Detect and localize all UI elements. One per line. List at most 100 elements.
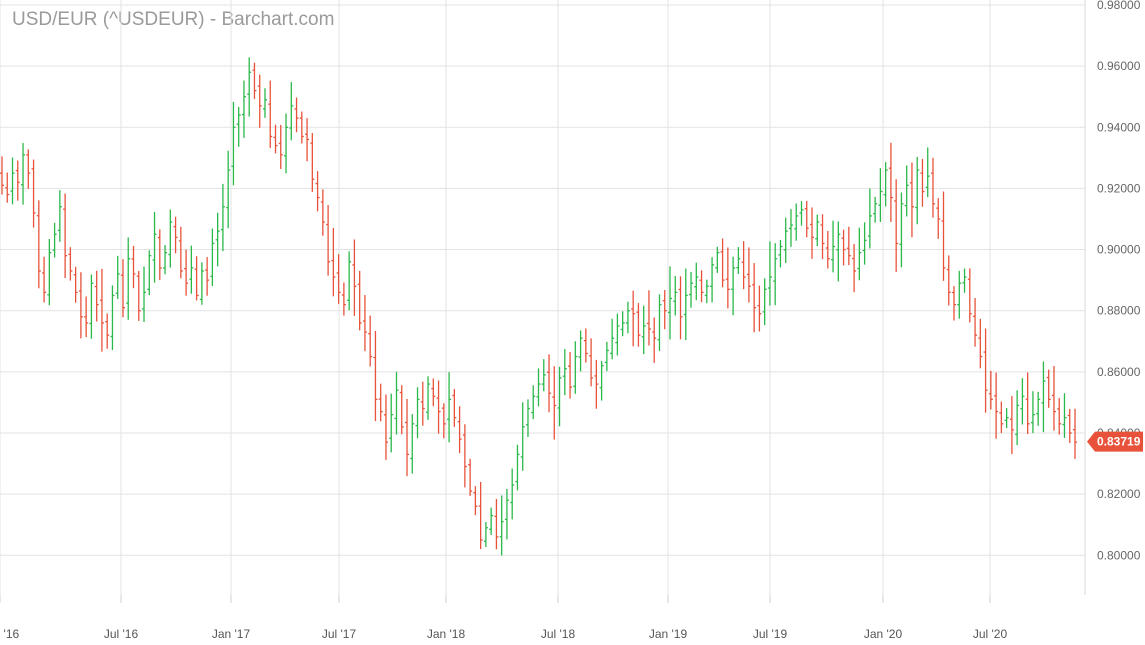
ohlc-bar <box>983 328 988 413</box>
ohlc-bar <box>504 489 509 540</box>
ohlc-bar <box>720 238 725 288</box>
ohlc-bar <box>452 388 457 427</box>
ohlc-bar <box>331 227 336 297</box>
ohlc-bar <box>846 226 851 266</box>
ohlc-bar <box>694 262 699 301</box>
ohlc-bar <box>804 200 809 238</box>
ohlc-bar <box>762 278 767 326</box>
ohlc-bar <box>226 150 231 229</box>
ohlc-bar <box>278 124 283 169</box>
ohlc-bar <box>52 222 57 258</box>
ohlc-bar <box>699 270 704 303</box>
ohlc-bar <box>115 255 120 299</box>
x-tick-label: Jul '16 <box>104 627 139 641</box>
ohlc-bar <box>631 290 636 347</box>
ohlc-bar <box>557 366 562 427</box>
ohlc-bar <box>220 183 225 252</box>
ohlc-bar <box>662 290 667 330</box>
ohlc-bar <box>547 354 552 413</box>
ohlc-bar <box>436 380 441 434</box>
ohlc-bar <box>667 266 672 340</box>
last-price-tag-shape <box>1087 431 1143 452</box>
ohlc-bar <box>831 220 836 273</box>
ohlc-bar <box>94 270 99 322</box>
ohlc-bar <box>1057 398 1062 435</box>
ohlc-bar <box>941 191 946 281</box>
ohlc-bar <box>15 160 20 201</box>
ohlc-bar <box>78 272 83 339</box>
ohlc-bar <box>678 276 683 340</box>
ohlc-bar <box>47 239 52 306</box>
ohlc-bar <box>520 402 525 471</box>
ohlc-bar <box>710 257 715 303</box>
x-tick-label: Jul '18 <box>541 627 576 641</box>
ohlc-bar <box>615 313 620 356</box>
ohlc-bar <box>184 249 189 296</box>
ohlc-bar <box>231 101 236 186</box>
ohlc-bar <box>199 262 204 305</box>
ohlc-bar <box>988 370 993 410</box>
ohlc-bar <box>1004 408 1009 429</box>
ohlc-bar <box>336 254 341 304</box>
x-tick-label: Jul '20 <box>973 627 1008 641</box>
ohlc-bar <box>841 229 846 266</box>
ohlc-bar <box>57 190 62 242</box>
ohlc-bar <box>89 274 94 339</box>
ohlc-bar <box>1009 396 1014 455</box>
ohlc-bar <box>967 268 972 323</box>
ohlc-bar <box>715 246 720 273</box>
ohlc-bar <box>415 387 420 439</box>
ohlc-bar <box>952 286 957 321</box>
x-tick-label: Jan '17 <box>212 627 251 641</box>
ohlc-bar <box>604 341 609 372</box>
ohlc-bar <box>462 424 467 488</box>
ohlc-bar <box>767 241 772 306</box>
ohlc-bar <box>194 256 199 301</box>
ohlc-bar <box>420 381 425 426</box>
ohlc-bar <box>126 237 131 320</box>
ohlc-bar <box>99 268 104 352</box>
x-tick-label: Jul '17 <box>322 627 357 641</box>
ohlc-bar <box>873 196 878 223</box>
ohlc-bar <box>925 147 930 198</box>
ohlc-bar <box>152 211 157 283</box>
ohlc-bar <box>10 157 15 205</box>
ohlc-bar <box>399 385 404 435</box>
ohlc-bar <box>920 158 925 207</box>
ohlc-bar <box>957 270 962 319</box>
ohlc-bar <box>620 311 625 337</box>
ohlc-bar <box>883 162 888 207</box>
ohlc-bar <box>562 349 567 396</box>
ohlc-bar <box>26 149 31 189</box>
ohlc-bar <box>636 303 641 347</box>
ohlc-bar <box>247 57 252 117</box>
y-tick-label: 0.96000 <box>1097 59 1141 73</box>
ohlc-bar <box>610 318 615 360</box>
ohlc-bar <box>1067 408 1072 443</box>
ohlc-bar <box>1051 366 1056 431</box>
ohlc-bar <box>73 266 78 303</box>
ohlc-bar <box>305 118 310 162</box>
ohlc-bar <box>68 247 73 281</box>
grid-lines <box>0 0 1086 603</box>
ohlc-bar <box>494 498 499 550</box>
y-tick-label: 0.94000 <box>1097 120 1141 134</box>
ohlc-bar <box>310 133 315 192</box>
ohlc-bar <box>946 255 951 306</box>
ohlc-bar <box>163 245 168 275</box>
ohlc-bar <box>431 378 436 407</box>
ohlc-bar <box>999 401 1004 434</box>
ohlc-bar <box>978 318 983 369</box>
ohlc-bar <box>205 257 210 296</box>
ohlc-bar <box>142 266 147 322</box>
y-tick-label: 0.80000 <box>1097 548 1141 562</box>
y-axis: 0.98000 0.96000 0.94000 0.92000 0.90000 0.880… <box>1097 0 1141 562</box>
y-tick-label: 0.90000 <box>1097 243 1141 257</box>
ohlc-bar <box>457 406 462 454</box>
ohlc-bar <box>105 313 110 349</box>
ohlc-bar <box>289 82 294 141</box>
ohlc-bar <box>478 481 483 550</box>
ohlc-bar <box>378 383 383 422</box>
ohlc-bar <box>468 458 473 496</box>
